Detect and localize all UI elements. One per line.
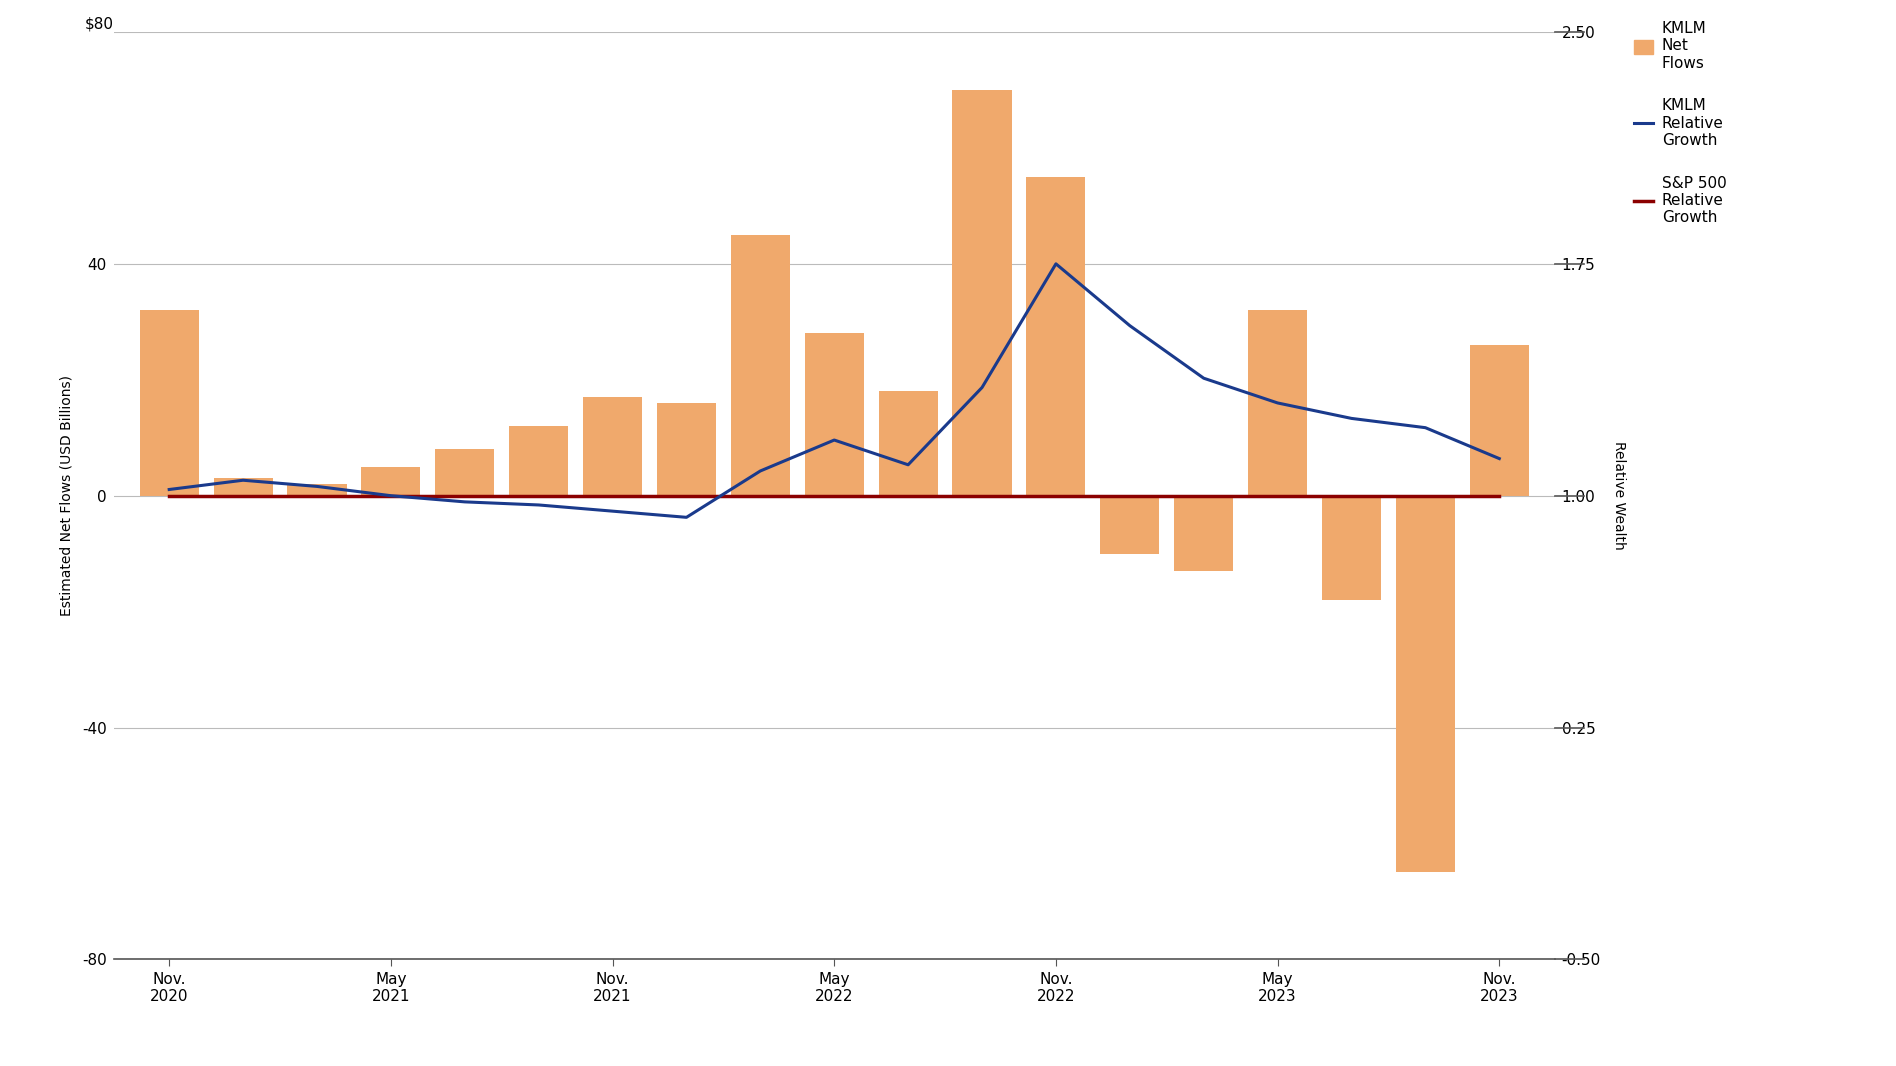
Bar	[730, 235, 791, 496]
Bar	[804, 334, 865, 496]
Y-axis label: Estimated Net Flows (USD Billions): Estimated Net Flows (USD Billions)	[61, 375, 74, 616]
Bar	[362, 467, 421, 496]
Bar	[656, 403, 717, 496]
Bar	[1322, 496, 1380, 600]
Bar	[510, 426, 569, 496]
Bar	[582, 398, 643, 496]
Bar	[878, 391, 939, 496]
Legend: KMLM
Net
Flows, KMLM
Relative
Growth, S&P 500
Relative
Growth: KMLM Net Flows, KMLM Relative Growth, S&…	[1634, 21, 1727, 226]
Y-axis label: Relative Wealth: Relative Wealth	[1612, 441, 1627, 550]
Bar	[1248, 310, 1306, 496]
Bar	[214, 479, 273, 496]
Bar	[1174, 496, 1232, 571]
Bar	[288, 484, 347, 496]
Bar	[1100, 496, 1158, 553]
Bar	[952, 90, 1012, 496]
Bar	[1469, 345, 1528, 496]
Text: $80: $80	[85, 17, 114, 32]
Bar	[140, 310, 199, 496]
Bar	[1026, 177, 1086, 496]
Bar	[436, 450, 495, 496]
Bar	[1395, 496, 1454, 872]
